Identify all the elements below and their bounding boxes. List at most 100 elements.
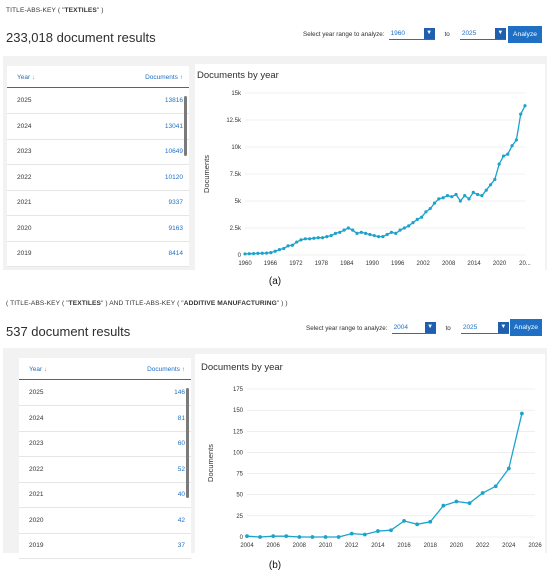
data-point[interactable]	[264, 251, 269, 255]
data-point[interactable]	[476, 192, 480, 197]
data-point[interactable]	[323, 535, 328, 539]
data-point[interactable]	[336, 535, 341, 539]
data-point[interactable]	[368, 232, 372, 237]
data-point[interactable]	[260, 251, 264, 255]
data-point[interactable]	[424, 210, 428, 214]
data-point[interactable]	[415, 217, 419, 221]
data-point[interactable]	[441, 503, 446, 508]
data-point[interactable]	[297, 535, 302, 539]
data-point[interactable]	[364, 231, 368, 235]
row-documents-link[interactable]: 13041	[164, 122, 183, 130]
data-point[interactable]	[346, 226, 350, 230]
data-point[interactable]	[329, 233, 333, 238]
data-point[interactable]	[312, 236, 316, 240]
data-point[interactable]	[372, 233, 376, 238]
analyze-button[interactable]: Analyze	[510, 319, 542, 336]
data-point[interactable]	[428, 519, 433, 524]
data-point[interactable]	[519, 112, 523, 116]
data-point[interactable]	[325, 235, 329, 239]
data-point[interactable]	[398, 228, 402, 232]
data-point[interactable]	[506, 152, 510, 156]
data-point[interactable]	[273, 249, 277, 253]
to-year-select[interactable]: 2025 ▼	[460, 322, 509, 334]
data-point[interactable]	[376, 529, 380, 533]
data-point[interactable]	[349, 531, 354, 536]
data-point[interactable]	[394, 231, 398, 235]
row-documents-link[interactable]: 13816	[164, 97, 183, 104]
data-point[interactable]	[271, 534, 276, 539]
data-point[interactable]	[411, 221, 415, 225]
row-documents-link[interactable]: 40	[177, 491, 185, 498]
data-point[interactable]	[376, 235, 381, 239]
data-point[interactable]	[269, 251, 273, 255]
data-point[interactable]	[471, 190, 475, 194]
documents-column-header[interactable]: Documents ↑	[145, 74, 183, 81]
data-point[interactable]	[333, 231, 338, 235]
data-point[interactable]	[415, 522, 420, 527]
row-documents-link[interactable]: 146	[174, 389, 185, 396]
data-point[interactable]	[286, 244, 290, 248]
data-point[interactable]	[488, 183, 493, 187]
data-point[interactable]	[362, 532, 367, 537]
data-point[interactable]	[381, 235, 385, 239]
data-point[interactable]	[480, 194, 484, 198]
from-year-select[interactable]: 1960 ▼	[388, 28, 435, 40]
data-point[interactable]	[480, 491, 485, 495]
row-documents-link[interactable]: 52	[177, 465, 185, 473]
data-point[interactable]	[402, 226, 406, 230]
data-point[interactable]	[437, 197, 441, 201]
data-point[interactable]	[295, 240, 299, 244]
data-point[interactable]	[510, 144, 514, 148]
data-point[interactable]	[310, 535, 315, 539]
data-point[interactable]	[458, 199, 462, 203]
data-point[interactable]	[523, 104, 527, 108]
data-point[interactable]	[420, 215, 424, 219]
data-point[interactable]	[282, 246, 286, 251]
data-point[interactable]	[258, 535, 262, 539]
data-point[interactable]	[428, 206, 432, 211]
data-point[interactable]	[441, 196, 445, 200]
row-documents-link[interactable]: 10120	[164, 173, 183, 181]
data-point[interactable]	[407, 224, 411, 228]
data-point[interactable]	[467, 501, 472, 506]
data-point[interactable]	[245, 534, 249, 539]
data-point[interactable]	[432, 201, 437, 205]
data-point[interactable]	[450, 195, 454, 199]
data-point[interactable]	[402, 519, 406, 523]
scrollbar[interactable]	[184, 96, 187, 156]
data-point[interactable]	[467, 197, 471, 201]
data-point[interactable]	[445, 194, 450, 198]
data-point[interactable]	[454, 499, 459, 504]
to-year-select[interactable]: 2025 ▼	[459, 28, 506, 40]
data-point[interactable]	[514, 138, 518, 142]
data-point[interactable]	[385, 232, 389, 237]
data-point[interactable]	[501, 154, 506, 158]
data-point[interactable]	[243, 252, 247, 256]
data-point[interactable]	[308, 237, 312, 241]
data-point[interactable]	[484, 188, 488, 192]
row-documents-link[interactable]: 8414	[168, 250, 183, 257]
data-point[interactable]	[506, 466, 511, 471]
data-point[interactable]	[284, 534, 289, 539]
data-point[interactable]	[299, 238, 303, 242]
data-point[interactable]	[338, 230, 342, 234]
data-point[interactable]	[493, 484, 498, 489]
data-point[interactable]	[497, 162, 501, 166]
data-point[interactable]	[290, 243, 294, 247]
data-point[interactable]	[493, 177, 497, 181]
data-point[interactable]	[342, 228, 346, 232]
from-year-select[interactable]: 2004 ▼	[391, 322, 436, 334]
year-column-header[interactable]: Year ↓	[29, 366, 47, 373]
row-documents-link[interactable]: 9163	[168, 224, 183, 232]
scrollbar[interactable]	[186, 388, 189, 498]
data-point[interactable]	[303, 237, 307, 241]
row-documents-link[interactable]: 37	[177, 542, 185, 549]
row-documents-link[interactable]: 42	[177, 516, 185, 524]
data-point[interactable]	[389, 528, 393, 533]
data-point[interactable]	[320, 236, 325, 240]
data-point[interactable]	[359, 230, 363, 234]
data-point[interactable]	[389, 230, 394, 234]
analyze-button[interactable]: Analyze	[508, 26, 542, 43]
data-point[interactable]	[252, 251, 256, 256]
data-point[interactable]	[277, 248, 282, 252]
